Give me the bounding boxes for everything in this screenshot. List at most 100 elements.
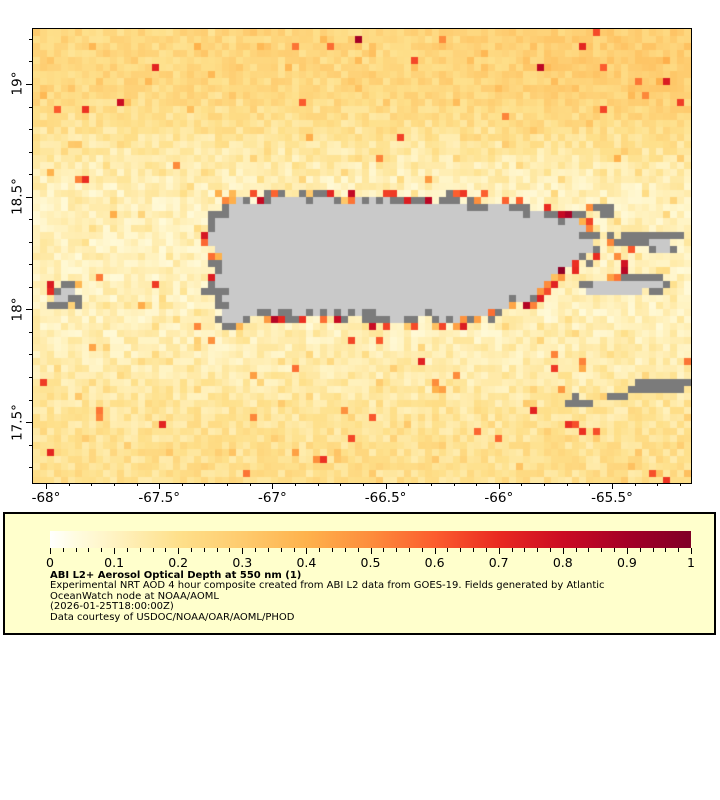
y-axis-tick [29,331,32,333]
x-axis-tick [430,483,432,486]
legend-line-1: Experimental NRT AOD 4 hour composite cr… [50,580,605,592]
x-axis-tick [249,483,251,486]
x-axis-tick [498,483,500,489]
colorbar-tick [178,548,180,554]
colorbar-tick [562,548,564,554]
y-axis-tick [29,354,32,356]
y-axis-tick [29,219,32,221]
y-axis-tick [26,422,32,424]
x-axis-tick [227,483,229,486]
colorbar-tick [229,548,231,552]
colorbar-tick [357,548,359,552]
colorbar-tick [332,548,334,552]
colorbar-tick [319,548,321,552]
colorbar-tick [306,548,308,554]
x-axis-tick [204,483,206,486]
y-axis-tick [29,241,32,243]
x-axis-tick [91,483,93,486]
colorbar-tick [408,548,410,552]
x-axis-tick [634,483,636,486]
y-axis-tick [29,38,32,40]
colorbar-tick-label: 0.3 [232,555,253,570]
colorbar-tick [62,548,64,552]
colorbar-tick-label: 0.5 [360,555,381,570]
colorbar-tick [280,548,282,552]
colorbar-tick [524,548,526,552]
legend-title: ABI L2+ Aerosol Optical Depth at 550 nm … [50,570,302,581]
colorbar-tick [434,548,436,554]
colorbar-tick [601,548,603,552]
x-axis-tick [317,483,319,486]
aod-map-canvas [33,29,691,483]
colorbar-tick [114,548,116,554]
colorbar-tick [101,548,103,552]
colorbar-tick [203,548,205,552]
colorbar-tick-label: 0.7 [488,555,509,570]
x-axis-label: -66° [484,490,514,506]
legend-text-block: ABI L2+ Aerosol Optical Depth at 550 nm … [50,570,605,623]
legend-line-4: Data courtesy of USDOC/NOAA/OAR/AOML/PHO… [50,611,295,623]
x-axis-tick [589,483,591,486]
y-axis-tick [29,129,32,131]
x-axis-tick [408,483,410,486]
colorbar-tick [165,548,167,552]
x-axis-tick [159,483,161,489]
colorbar-tick [537,548,539,552]
aod-map-frame: -68° -67.5° -67° -66.5° -66° -65.5° 19° 18.5° 1… [10,28,692,506]
colorbar-tick-label: 0.9 [616,555,637,570]
colorbar-tick [370,548,372,554]
colorbar-tick [639,548,641,552]
x-axis-tick [566,483,568,486]
x-axis-label: -68° [31,490,61,506]
x-axis-tick [385,483,387,489]
colorbar-tick-label: 0.1 [104,555,125,570]
x-axis-label: -67.5° [138,490,181,506]
y-axis-label: 19° [9,72,26,96]
legend-box: 0 0.1 0.2 0.3 0.4 0.5 0.6 0.7 0.8 0.9 1 ABI L2+ Ae… [3,512,716,635]
colorbar-tick [485,548,487,552]
colorbar-tick [139,548,141,552]
colorbar-tick [652,548,654,552]
x-axis-tick [679,483,681,486]
colorbar-tick [75,548,77,552]
x-axis-tick [362,483,364,486]
x-axis-tick [46,483,47,489]
x-axis-tick [544,483,546,486]
y-axis-label: 18° [9,297,26,322]
colorbar-tick [191,548,193,552]
x-axis-tick [476,483,478,486]
colorbar-tick [126,548,128,552]
y-axis-tick [29,174,32,176]
x-axis-tick [657,483,659,486]
colorbar-tick [588,548,590,552]
colorbar-tick [152,548,154,552]
colorbar-tick [511,548,513,552]
colorbar-tick [447,548,449,552]
colorbar-tick [460,548,462,552]
colorbar-tick [626,548,628,554]
colorbar-tick [396,548,398,552]
y-axis-tick [26,309,32,311]
colorbar-tick [473,548,475,552]
x-axis-label: -67° [257,490,287,506]
y-axis-tick [26,196,32,198]
colorbar-tick-label: 0.6 [424,555,445,570]
y-axis-tick [29,106,32,108]
y-axis-label: 17.5° [9,403,26,441]
y-axis-tick [29,399,32,401]
y-axis-label: 18.5° [9,178,26,216]
x-axis-tick [295,483,297,486]
colorbar-tick [575,548,577,552]
colorbar-tick [255,548,257,552]
x-axis-tick [340,483,342,486]
y-axis-tick [29,264,32,266]
colorbar-tick [216,548,218,552]
x-axis-label: -66.5° [364,490,407,506]
x-axis-tick [453,483,455,486]
colorbar-tick-label: 0.8 [552,555,573,570]
legend-line-3: (2026-01-25T18:00:00Z) [50,601,174,613]
colorbar-tick-label: 1 [687,555,695,570]
colorbar-tick [678,548,680,552]
x-axis-tick [68,483,70,486]
